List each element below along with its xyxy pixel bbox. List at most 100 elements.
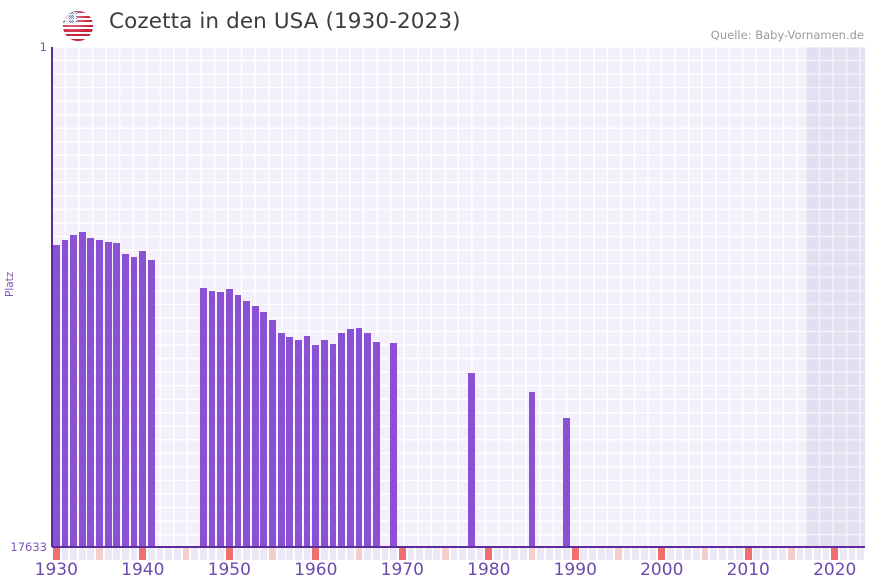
x-axis-line <box>52 546 865 548</box>
bar <box>269 320 276 547</box>
x-axis-label: 1990 <box>553 560 597 580</box>
x-tick <box>243 548 250 560</box>
bar <box>277 332 285 547</box>
x-tick <box>710 548 717 560</box>
x-tick <box>788 548 795 560</box>
x-tick <box>260 548 268 560</box>
x-axis-label: 2000 <box>640 560 684 580</box>
x-tick <box>303 548 311 560</box>
x-tick <box>744 548 752 560</box>
x-tick <box>61 548 69 560</box>
x-tick <box>658 548 666 560</box>
bar <box>130 257 138 547</box>
x-tick <box>814 548 821 560</box>
x-tick <box>589 548 596 560</box>
x-tick <box>416 548 423 560</box>
x-tick <box>563 548 570 560</box>
x-tick <box>770 548 778 560</box>
x-tick <box>493 548 501 560</box>
x-axis-label: 1930 <box>34 560 78 580</box>
x-tick <box>372 548 380 560</box>
x-tick <box>615 548 622 560</box>
x-tick <box>666 548 674 560</box>
x-axis-labels: 1930 1940 1950 1960 1970 1980 1990 2000 2010 2020 <box>0 560 873 587</box>
x-tick <box>649 548 657 560</box>
x-tick <box>286 548 294 560</box>
x-tick <box>122 548 129 560</box>
x-tick <box>805 548 813 560</box>
x-tick <box>511 548 519 560</box>
x-tick <box>857 548 864 560</box>
bar <box>208 291 216 547</box>
bar <box>346 329 354 547</box>
grid-lines <box>52 47 865 547</box>
bar <box>113 242 121 547</box>
x-tick <box>251 548 259 560</box>
x-tick <box>78 548 86 560</box>
page-title: Cozetta in den USA (1930-2023) <box>109 9 461 34</box>
x-tick <box>718 548 726 560</box>
x-tick <box>148 548 155 560</box>
x-tick <box>736 548 743 560</box>
x-tick <box>165 548 173 560</box>
x-tick <box>450 548 458 560</box>
x-axis-label: 2010 <box>726 560 770 580</box>
bar <box>329 343 337 547</box>
y-axis-title: Platz <box>4 271 16 297</box>
x-tick <box>762 548 769 560</box>
x-tick <box>485 548 493 560</box>
x-axis-label: 1940 <box>121 560 165 580</box>
x-tick <box>199 548 207 560</box>
bar <box>78 232 86 547</box>
x-tick <box>225 548 233 560</box>
x-tick <box>277 548 285 560</box>
source-credit: Quelle: Baby-Vornamen.de <box>710 28 864 42</box>
bar <box>87 238 95 547</box>
bar <box>312 344 320 547</box>
y-axis-bottom-label: 17633 <box>10 540 47 554</box>
x-tick <box>191 548 199 560</box>
bar <box>122 253 129 547</box>
plot-area <box>52 47 865 547</box>
x-tick <box>839 548 847 560</box>
x-tick <box>753 548 761 560</box>
bar <box>563 418 570 547</box>
x-tick <box>234 548 242 560</box>
x-tick <box>848 548 856 560</box>
bar <box>303 335 311 547</box>
x-tick <box>779 548 787 560</box>
bar <box>286 337 294 547</box>
x-tick <box>571 548 579 560</box>
x-tick <box>104 548 112 560</box>
bar <box>52 244 60 547</box>
incomplete-data-region <box>806 47 865 547</box>
x-tick <box>398 548 406 560</box>
x-tick <box>519 548 527 560</box>
x-tick <box>554 548 562 560</box>
bar <box>528 392 536 547</box>
x-tick <box>156 548 164 560</box>
x-tick <box>502 548 510 560</box>
x-axis-label: 2020 <box>813 560 857 580</box>
bar <box>260 312 268 547</box>
x-tick <box>424 548 432 560</box>
x-tick <box>545 548 553 560</box>
bar <box>148 259 155 547</box>
us-flag-icon <box>63 11 93 41</box>
x-tick <box>52 548 60 560</box>
bar <box>372 341 380 547</box>
x-tick <box>632 548 640 560</box>
x-tick <box>87 548 95 560</box>
x-tick <box>381 548 389 560</box>
x-tick <box>831 548 839 560</box>
x-tick <box>822 548 830 560</box>
bar <box>104 241 112 547</box>
bar <box>199 288 207 547</box>
x-tick <box>442 548 449 560</box>
x-tick <box>295 548 302 560</box>
x-tick <box>641 548 648 560</box>
bar <box>338 333 346 547</box>
x-tick <box>338 548 346 560</box>
x-tick <box>217 548 224 560</box>
y-axis: 1 17633 <box>0 40 47 554</box>
